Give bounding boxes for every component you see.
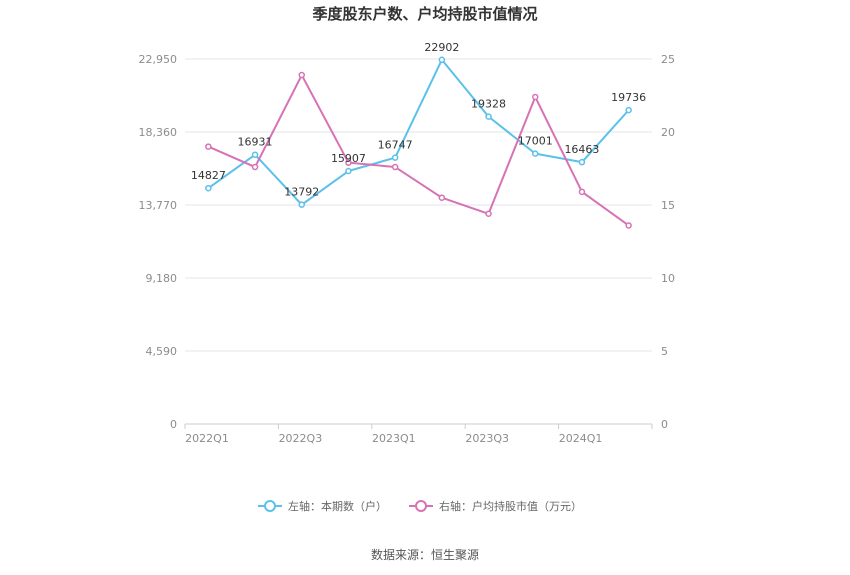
right-axis-tick-label: 10 [661,272,675,285]
left-axis-tick-label: 4,590 [146,345,178,358]
data-point[interactable] [391,154,399,161]
legend[interactable]: 左轴：本期数（户） 右轴：户均持股市值（万元） [258,499,582,513]
legend-item-2[interactable]: 右轴：户均持股市值（万元） [409,499,582,513]
data-source: 数据来源：恒生聚源 [371,547,479,562]
chart-title: 季度股东户数、户均持股市值情况 [312,5,537,23]
left-axis-tick-label: 0 [170,418,177,431]
data-point[interactable] [298,71,305,79]
left-axis-tick-label: 13,770 [139,199,178,212]
legend-marker [264,500,276,512]
data-point[interactable] [625,222,632,229]
data-point[interactable] [485,210,492,218]
data-point[interactable] [485,113,492,120]
data-point[interactable] [251,163,259,171]
data-point[interactable] [391,163,399,171]
data-labels: 14827 16931 13792 15907 16747 22902 19328 17001… [191,41,646,199]
legend-label: 左轴：本期数（户） [288,499,387,513]
axes: 0 4,590 9,180 13,770 18,360 22,950 0 5 10 15 20 25 2… [139,53,676,445]
data-label: 16463 [564,143,599,156]
data-label: 19736 [611,91,646,104]
data-label: 19328 [471,98,506,111]
legend-marker [415,500,427,512]
legend-label: 右轴：户均持股市值（万元） [439,499,582,513]
data-label: 15907 [331,152,366,165]
grid [185,58,652,352]
right-axis-tick-label: 0 [661,418,668,431]
data-point[interactable] [578,158,586,166]
data-point[interactable] [345,167,352,175]
data-point[interactable] [345,159,352,166]
data-point[interactable] [251,151,259,158]
data-label: 17001 [518,135,553,148]
data-point[interactable] [625,106,632,114]
right-axis-tick-label: 20 [661,126,675,139]
x-axis-tick-label: 2022Q3 [279,432,323,445]
x-axis-tick-label: 2023Q1 [372,432,416,445]
data-point[interactable] [205,143,212,150]
data-point[interactable] [298,201,305,208]
data-point[interactable] [578,188,586,196]
data-label: 16931 [238,136,273,149]
series-line-1 [207,58,630,206]
right-axis-tick-label: 25 [661,53,675,66]
data-label: 14827 [191,169,226,182]
data-label: 13792 [284,186,319,199]
left-axis-tick-label: 22,950 [139,53,178,66]
left-axis-tick-label: 18,360 [139,126,178,139]
right-axis-tick-label: 5 [661,345,668,358]
x-axis-tick-label: 2023Q3 [465,432,509,445]
left-axis-tick-label: 9,180 [146,272,178,285]
data-label: 16747 [378,139,413,152]
x-axis-tick-label: 2024Q1 [559,432,603,445]
series-line-2 [207,74,630,227]
data-label: 22902 [424,41,459,54]
data-point[interactable] [438,194,446,201]
series-layer [205,56,632,229]
x-axis-tick-label: 2022Q1 [185,432,229,445]
right-axis-tick-label: 15 [661,199,675,212]
data-point[interactable] [438,56,446,64]
data-point[interactable] [532,150,539,157]
data-point[interactable] [532,93,539,101]
legend-item-1[interactable]: 左轴：本期数（户） [258,499,387,513]
data-point[interactable] [205,184,212,192]
